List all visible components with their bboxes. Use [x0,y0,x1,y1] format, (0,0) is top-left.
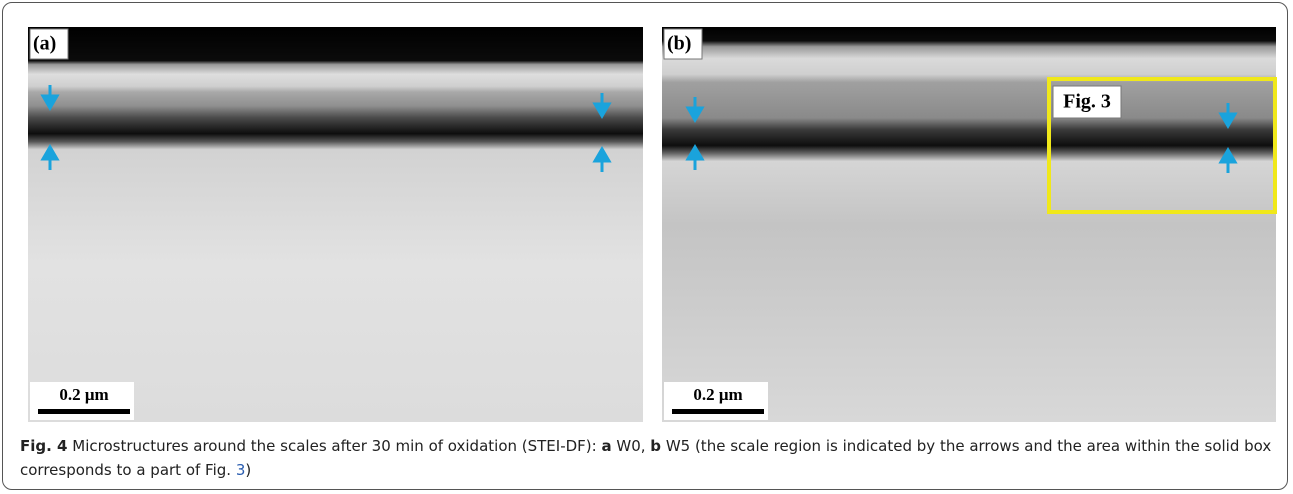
scale-bar [38,409,130,414]
caption-text: Microstructures around the scales after … [67,437,601,455]
scale-bar-label: 0.2 μm [59,385,108,404]
caption-text: ) [245,461,251,479]
panel-ref: b [650,437,661,455]
panel-a: (a) 0.2 μm [28,27,643,422]
caption-text: W0, [612,437,651,455]
figure-images: (a) 0.2 μm Fig. 3 (b) 0.2 μm [0,0,1293,430]
figure-link[interactable]: 3 [236,461,246,479]
micrograph [662,27,1276,422]
figure-caption: Fig. 4 Microstructures around the scales… [20,434,1275,482]
figure-page: (a) 0.2 μm Fig. 3 (b) 0.2 μm Fig. 4 Micr… [0,0,1293,494]
panel-label: (a) [33,33,56,55]
figure-number: Fig. 4 [20,437,67,455]
box-label: Fig. 3 [1063,91,1111,113]
scale-bar [672,409,764,414]
panel-b: Fig. 3 (b) 0.2 μm [662,27,1276,422]
micrograph [28,27,643,422]
scale-bar-label: 0.2 μm [693,385,742,404]
panel-ref: a [601,437,611,455]
panel-label: (b) [667,33,691,55]
